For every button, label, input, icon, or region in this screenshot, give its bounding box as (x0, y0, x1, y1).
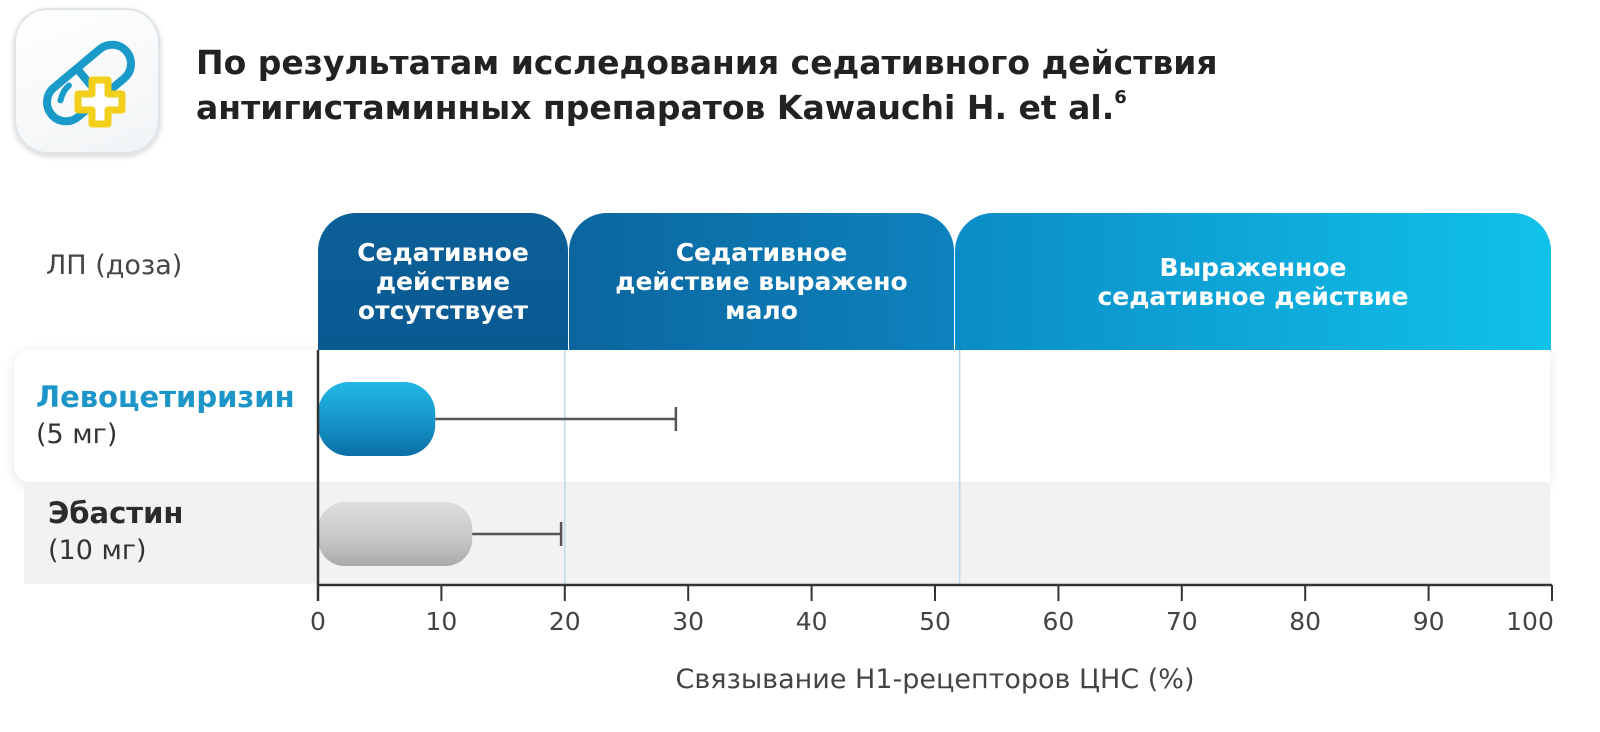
zone-1-line-3: мало (725, 296, 798, 325)
bar-1 (318, 502, 473, 566)
bar-0 (318, 382, 436, 456)
zone-header-mild-sedation: Седативное действие выражено мало (569, 213, 954, 350)
x-tick-label-30: 30 (672, 607, 704, 636)
x-tick-label-80: 80 (1289, 607, 1321, 636)
row-label-ebastine: Эбастин (10 мг) (48, 494, 183, 570)
title-line-2: антигистаминных препаратов Kawauchi H. e… (196, 88, 1115, 127)
row-background-levocetirizine (14, 350, 1550, 482)
x-tick-label-70: 70 (1166, 607, 1198, 636)
x-tick-label-10: 10 (425, 607, 457, 636)
row-background-ebastine (24, 484, 1550, 584)
x-tick-label-100: 100 (1506, 607, 1554, 636)
drug-dose-ebastine: (10 мг) (48, 535, 147, 566)
zone-header-no-sedation: Седативное действие отсутствует (318, 213, 568, 350)
zone-2-line-1: Выраженное (1159, 252, 1347, 282)
drug-name-levocetirizine: Левоцетиризин (36, 380, 295, 414)
x-tick-label-90: 90 (1413, 607, 1445, 636)
x-tick-label-60: 60 (1042, 607, 1074, 636)
x-tick-label-50: 50 (919, 607, 951, 636)
zone-0-line-1: Седативное (357, 238, 529, 267)
x-tick-label-40: 40 (796, 607, 828, 636)
pill-plus-icon (43, 40, 135, 128)
zone-1-line-2: действие выражено (615, 267, 908, 296)
x-axis-label: Связывание H1-рецепторов ЦНС (%) (675, 664, 1195, 695)
x-tick-label-0: 0 (310, 607, 326, 636)
page-title: По результатам исследования седативного … (196, 40, 1396, 130)
row-label-levocetirizine: Левоцетиризин (5 мг) (36, 378, 295, 454)
title-footnote-ref: 6 (1114, 87, 1127, 108)
title-line-1: По результатам исследования седативного … (196, 43, 1218, 82)
zone-0-line-3: отсутствует (357, 296, 529, 325)
zone-0-line-2: действие (375, 267, 511, 296)
drug-name-ebastine: Эбастин (48, 496, 184, 530)
column-header-drug-dose: ЛП (доза) (46, 250, 183, 281)
x-tick-label-20: 20 (549, 607, 581, 636)
zone-1-line-1: Седативное (675, 238, 848, 267)
pill-plus-icon-tile (14, 8, 160, 154)
zone-header-strong-sedation: Выраженное седативное действие (955, 213, 1551, 350)
drug-dose-levocetirizine: (5 мг) (36, 419, 118, 450)
zone-2-line-2: седативное действие (1097, 281, 1409, 311)
